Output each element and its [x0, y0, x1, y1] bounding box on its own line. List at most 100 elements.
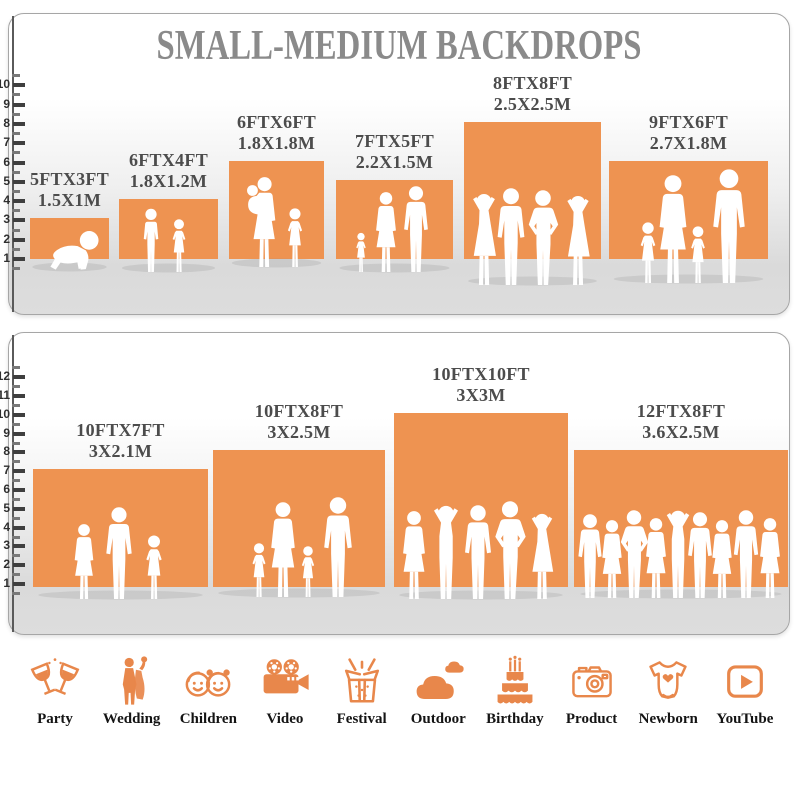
- ruler-tick-number: 5: [3, 500, 10, 515]
- ruler-tick-minor: [12, 441, 20, 445]
- bar-size-feet: 6FTX4FT: [128, 150, 209, 171]
- group-shadow: [32, 262, 107, 272]
- category-children: Children: [173, 646, 243, 728]
- person-girl: [640, 222, 656, 283]
- ruler-tick-number: 3: [3, 212, 10, 227]
- ruler-tick-minor: [12, 366, 20, 370]
- bar-size-feet: 12FTX8FT: [636, 401, 726, 422]
- ruler-tick-number: 6: [3, 154, 10, 169]
- bar-size-label: 5FTX3FT 1.5X1M: [0, 169, 180, 211]
- person-man: [713, 169, 745, 283]
- bar-size-meters: 1.5X1M: [37, 190, 102, 211]
- person-woman-arms-up: [567, 195, 590, 285]
- ruler-tick-major: [13, 199, 25, 204]
- ruler-tick-number: 1: [3, 251, 10, 265]
- group-shadow: [231, 258, 322, 268]
- ruler-tick-major: [13, 506, 25, 511]
- bar-size-feet: 6FTX6FT: [236, 111, 317, 132]
- ruler-tick-minor: [12, 460, 20, 464]
- ruler-tick-minor: [12, 151, 20, 155]
- group-shadow: [468, 276, 597, 286]
- bar-size-feet: 5FTX3FT: [29, 169, 110, 190]
- person-girl: [146, 535, 162, 599]
- icon-label: Video: [266, 711, 304, 727]
- ruler-tick-minor: [12, 247, 20, 251]
- ruler-tick-major: [13, 582, 25, 586]
- person-man: [578, 514, 602, 598]
- bar-size-label: 12FTX8FT 3.6X2.5M: [571, 401, 791, 443]
- ruler-tick-minor: [12, 112, 20, 116]
- ruler-tick-number: 6: [3, 482, 10, 496]
- ruler-tick-number: 1: [3, 576, 10, 590]
- ruler-tick-minor: [12, 403, 20, 407]
- category-icons-row: Party Wedding: [0, 646, 800, 728]
- group-shadow: [339, 263, 450, 273]
- bar-size-feet: 10FTX8FT: [254, 401, 344, 422]
- page-title: SMALL-MEDIUM BACKDROPS: [156, 23, 642, 69]
- person-woman: [646, 518, 666, 598]
- icon-label: Festival: [336, 711, 387, 727]
- backdrop-bar-5ftx3ft: [30, 218, 109, 272]
- ruler-tick-number: 9: [3, 96, 10, 111]
- icon-label: Birthday: [486, 711, 544, 727]
- category-wedding: Wedding: [97, 646, 167, 728]
- ruler-tick-major: [13, 450, 25, 455]
- backdrop-bar-8ftx8ft: [464, 121, 601, 286]
- ruler-tick-number: 4: [3, 193, 10, 208]
- ruler-tick-major: [13, 102, 25, 107]
- person-woman: [760, 518, 780, 598]
- person-man-hands-on-hips: [528, 190, 559, 285]
- people-silhouettes: [578, 510, 782, 599]
- ruler-tick-minor: [12, 209, 20, 213]
- category-party: Party: [20, 646, 90, 728]
- festival-icon: [344, 658, 379, 703]
- bar-size-feet: 8FTX8FT: [492, 72, 573, 93]
- backdrop-bar-10ftx7ft: [33, 469, 208, 600]
- ruler-tick-minor: [12, 573, 20, 577]
- person-woman: [271, 502, 295, 597]
- bar-size-meters: 3X3M: [456, 384, 506, 405]
- person-man: [688, 512, 712, 598]
- ruler-tick-number: 3: [3, 538, 10, 553]
- ruler-tick-minor: [12, 535, 20, 539]
- ruler-tick-minor: [12, 74, 20, 78]
- person-man: [106, 507, 132, 599]
- ruler-tick-number: 7: [3, 135, 10, 150]
- video-icon: [263, 659, 309, 694]
- bar-size-feet: 9FTX6FT: [648, 111, 729, 132]
- icon-label: YouTube: [716, 711, 774, 727]
- ruler-tick-major: [13, 141, 25, 146]
- ruler-tick-minor: [12, 554, 20, 558]
- people-silhouettes: [231, 177, 322, 268]
- category-newborn: Newborn: [633, 646, 703, 728]
- person-woman: [659, 175, 687, 283]
- ruler-tick-minor: [12, 93, 20, 97]
- small-medium-panel-top: SMALL-MEDIUM BACKDROPS 1 2 3 4 5 6 7 8 9 10 5FTX3…: [0, 13, 790, 315]
- ruler-tick-major: [13, 237, 25, 242]
- ruler-tick-major: [13, 83, 25, 88]
- person-man-hands-on-hips: [495, 501, 526, 599]
- ruler-tick-major: [13, 544, 25, 549]
- ruler-tick-minor: [12, 497, 20, 501]
- people-silhouettes: [399, 501, 563, 600]
- person-woman: [376, 192, 396, 272]
- ruler-tick-number: 2: [3, 231, 10, 246]
- ruler-tick-number: 5: [3, 173, 10, 188]
- bar-size-feet: 7FTX5FT: [354, 130, 435, 151]
- bar-size-meters: 2.7X1.8M: [649, 132, 728, 153]
- bar-size-meters: 3.6X2.5M: [642, 422, 720, 443]
- ruler-tick-number: 12: [0, 369, 10, 384]
- group-shadow: [121, 263, 216, 273]
- people-silhouettes: [121, 208, 216, 273]
- person-woman: [403, 511, 425, 599]
- bar-size-feet: 10FTX7FT: [76, 420, 165, 441]
- ruler-tick-number: 8: [3, 444, 10, 459]
- people-silhouettes: [468, 188, 597, 286]
- people-silhouettes: [32, 231, 107, 272]
- ruler-tick-number: 10: [0, 406, 10, 421]
- backdrop-bar-10ftx10ft: [394, 412, 568, 600]
- bar-size-label: 10FTX7FT 3X2.1M: [11, 420, 231, 462]
- ruler-tick-minor: [12, 132, 20, 136]
- person-girl: [252, 543, 266, 597]
- children-icon: [185, 669, 231, 697]
